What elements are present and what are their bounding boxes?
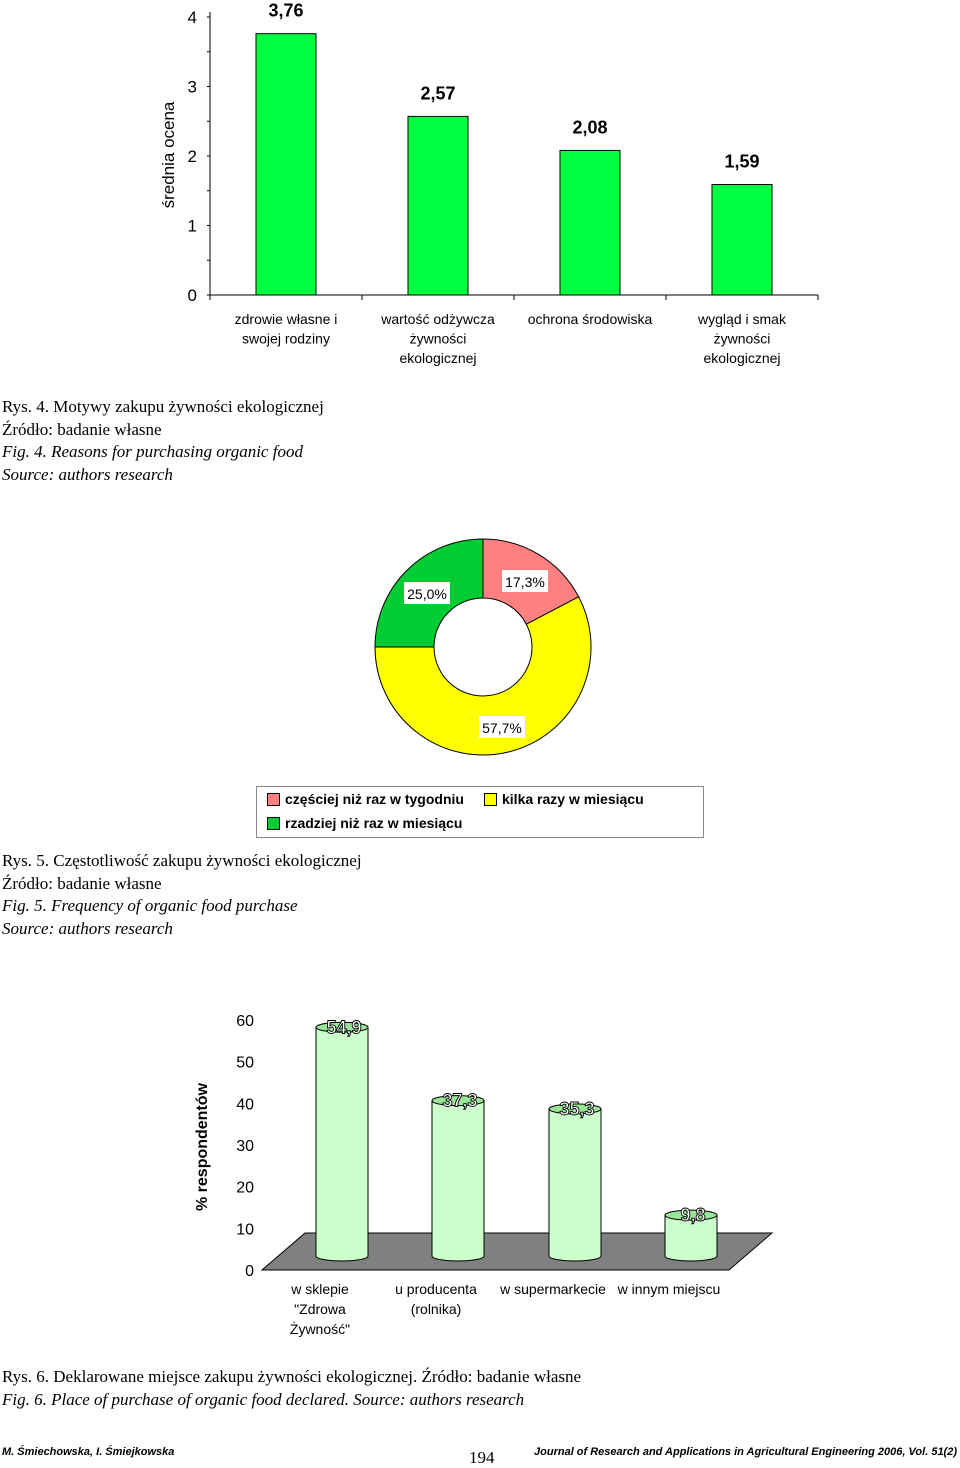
fig5-slice [374, 596, 592, 756]
fig4-y-tick-label: 2 [188, 147, 197, 166]
legend-item-monthly: kilka razy w miesiącu [484, 791, 644, 807]
fig5-legend: częściej niż raz w tygodniu kilka razy w… [256, 786, 704, 838]
fig6-cylinder-top [548, 1103, 602, 1115]
fig6-category-labels: w sklepie "Zdrowa Żywność" u producenta (rol… [290, 1281, 720, 1337]
fig6-cylinder-body [664, 1214, 718, 1262]
legend-label-monthly: kilka razy w miesiącu [502, 791, 644, 807]
fig5-label-background [479, 716, 525, 738]
fig6-cylinder-body [431, 1100, 485, 1262]
fig6-y-tick-label: 30 [236, 1138, 254, 1155]
fig6-cylinder-body [548, 1108, 602, 1262]
legend-label-weekly: częściej niż raz w tygodniu [285, 791, 464, 807]
fig4-y-tick-label: 3 [188, 78, 197, 97]
fig6-cylinder-top [664, 1209, 718, 1221]
fig4-category-label: wygląd i smak żywności ekologicznej [697, 311, 787, 366]
fig5-caption-en-title: Fig. 5. Frequency of organic food purcha… [2, 896, 298, 915]
fig4-bar [255, 33, 317, 296]
footer-journal: Journal of Research and Applications in … [534, 1446, 957, 1458]
fig6-value-label: 9,8 [680, 1205, 705, 1225]
fig6-cylinder-top [431, 1095, 485, 1107]
fig5-caption: Rys. 5. Częstotliwość zakupu żywności ek… [2, 850, 362, 940]
fig5-caption-pl-title: Rys. 5. Częstotliwość zakupu żywności ek… [2, 851, 362, 870]
fig6-category-label: w sklepie "Zdrowa Żywność" [290, 1281, 350, 1337]
fig6-cylinder-body [315, 1026, 369, 1262]
fig5-label-background [502, 570, 548, 592]
fig5-value-label: 25,0% [407, 586, 447, 602]
fig4-caption-en-source: Source: authors research [2, 464, 173, 484]
fig4-caption: Rys. 4. Motywy zakupu żywności ekologicz… [2, 396, 324, 486]
fig4-y-tick-label: 1 [188, 217, 197, 236]
fig4-y-axis-label: średnia ocena [159, 101, 178, 208]
fig5-label-background [404, 582, 450, 604]
fig5-data-labels: 17,3% 57,7% 25,0% [404, 570, 548, 738]
fig4-caption-pl-source: Źródło: badanie własne [2, 419, 162, 439]
fig6-category-label: u producenta (rolnika) [395, 1281, 477, 1317]
fig4-caption-pl-title: Rys. 4. Motywy zakupu żywności ekologicz… [2, 397, 324, 416]
fig4-y-tick-label: 4 [188, 8, 197, 27]
fig4-category-labels: zdrowie własne i swojej rodziny wartość od… [235, 311, 787, 366]
fig4-bar [711, 183, 773, 296]
fig4-value-label: 1,59 [724, 151, 759, 171]
fig6-y-tick-label: 0 [245, 1263, 254, 1280]
fig5-donut-chart: 17,3% 57,7% 25,0% [374, 538, 592, 756]
fig6-y-ticks: 0 10 20 30 40 50 60 [236, 1013, 254, 1280]
fig6-bars: 54,9 37,3 35,3 9,8 [315, 1017, 718, 1262]
fig4-caption-en-title: Fig. 4. Reasons for purchasing organic f… [2, 442, 303, 461]
fig6-category-label: w supermarkecie [499, 1281, 606, 1297]
fig5-caption-en-source: Source: authors research [2, 918, 173, 938]
fig4-category-label: wartość odżywcza żywności ekologicznej [380, 311, 495, 366]
fig6-floor [260, 1232, 774, 1271]
legend-swatch-monthly [484, 792, 497, 806]
fig4-y-ticks: 0 1 2 3 4 [188, 8, 210, 305]
fig5-value-label: 57,7% [482, 720, 522, 736]
page-number: 194 [469, 1448, 495, 1467]
fig6-y-tick-label: 60 [236, 1013, 254, 1030]
fig6-value-label: 35,3 [559, 1099, 594, 1119]
fig6-y-tick-label: 20 [236, 1180, 254, 1197]
fig4-value-label: 2,08 [572, 117, 607, 137]
fig4-bars: 3,76 2,57 2,08 1,59 [255, 1, 773, 296]
fig4-category-label: zdrowie własne i swojej rodziny [235, 311, 338, 347]
fig4-bar [559, 149, 621, 296]
legend-swatch-rarely [267, 816, 280, 830]
fig5-caption-pl-source: Źródło: badanie własne [2, 873, 162, 893]
fig6-category-label: w innym miejscu [617, 1281, 721, 1297]
fig4-bar [407, 115, 469, 296]
legend-item-weekly: częściej niż raz w tygodniu [267, 791, 464, 807]
fig4-bar-chart: średnia ocena 0 1 2 3 4 3,76 2,57 2,08 1,59 zdr… [159, 1, 819, 366]
fig6-value-label: 54,9 [326, 1017, 361, 1037]
fig6-value-label: 37,3 [442, 1091, 477, 1111]
fig6-y-tick-label: 40 [236, 1096, 254, 1113]
fig5-value-label: 17,3% [505, 574, 545, 590]
fig4-y-tick-label: 0 [188, 286, 197, 305]
fig6-caption-en: Fig. 6. Place of purchase of organic foo… [2, 1389, 525, 1409]
fig6-bar-chart: % respondentów 0 10 20 30 40 50 60 54,9 37,3 35,… [194, 1013, 774, 1337]
fig6-cylinder-top [315, 1021, 369, 1033]
fig6-caption-pl: Rys. 6. Deklarowane miejsce zakupu żywno… [2, 1367, 582, 1386]
fig6-caption: Rys. 6. Deklarowane miejsce zakupu żywno… [2, 1366, 581, 1411]
fig6-y-tick-label: 10 [236, 1221, 254, 1238]
legend-swatch-weekly [267, 792, 280, 806]
fig4-value-label: 3,76 [268, 1, 303, 21]
legend-label-rarely: rzadziej niż raz w miesiącu [285, 815, 463, 831]
fig4-value-label: 2,57 [420, 83, 455, 103]
fig4-category-label: ochrona środowiska [528, 311, 653, 327]
fig6-y-tick-label: 50 [236, 1055, 254, 1072]
legend-item-rarely: rzadziej niż raz w miesiącu [267, 815, 462, 831]
fig6-y-axis-label: % respondentów [194, 1082, 211, 1211]
footer-authors: M. Śmiechowska, I. Śmiejkowska [2, 1446, 175, 1458]
